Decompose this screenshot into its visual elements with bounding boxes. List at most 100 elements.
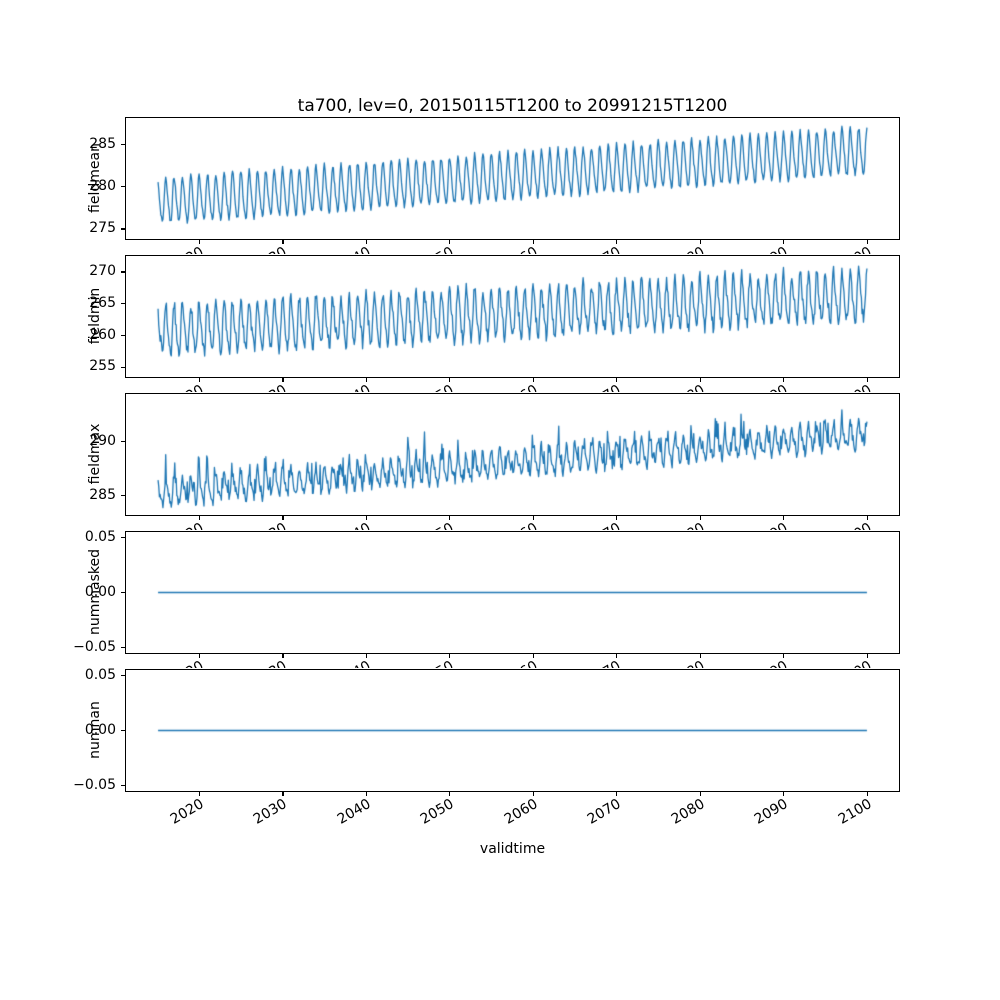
x-tick-mark: [616, 378, 618, 382]
x-tick-label: 2070: [585, 658, 624, 668]
y-tick-mark: [121, 366, 125, 369]
ytick-labels-numnan: −0.05 0.00 0.05: [0, 666, 116, 793]
y-tick-label: 0.05: [84, 666, 116, 683]
x-tick-label: 2090: [752, 658, 791, 668]
x-tick-label: 2090: [752, 244, 791, 254]
x-tick-label: 2060: [502, 382, 541, 392]
x-tick-label: 2070: [585, 520, 624, 530]
x-tick-label: 2060: [502, 658, 541, 668]
x-tick-mark: [365, 792, 367, 796]
x-tick-mark: [616, 240, 618, 244]
x-tick-mark: [532, 516, 534, 520]
y-tick-mark: [121, 144, 125, 146]
x-axis-label: validtime: [479, 841, 546, 857]
x-tick-mark: [449, 378, 451, 382]
x-tick-mark: [365, 516, 367, 520]
x-tick-mark: [699, 240, 701, 244]
y-tick-mark: [121, 335, 125, 337]
x-tick-label: 2050: [418, 658, 457, 668]
x-tick-label: 2100: [835, 382, 874, 392]
line-plot-fieldmin: [126, 256, 899, 377]
x-tick-mark: [866, 654, 868, 658]
x-tick-mark: [532, 654, 534, 658]
xtick-labels-clipped: 2020 2030 2040 2050 2060 2070 2080 2090 2100: [125, 517, 900, 530]
x-tick-label: 2020: [167, 796, 207, 828]
y-tick-mark: [121, 186, 125, 188]
x-tick-mark: [282, 792, 284, 796]
x-tick-mark: [282, 516, 284, 520]
x-tick-label: 2090: [752, 520, 791, 530]
x-tick-label: 2080: [668, 520, 707, 530]
x-tick-mark: [449, 792, 451, 796]
x-tick-label: 2060: [502, 520, 541, 530]
x-tick-mark: [699, 654, 701, 658]
chart-title: ta700, lev=0, 20150115T1200 to 20991215T…: [297, 96, 728, 116]
x-tick-label: 2020: [168, 520, 207, 530]
xtick-labels-full: 2020 2030 2040 2050 2060 2070 2080 2090 2100: [125, 793, 900, 838]
x-tick-mark: [616, 516, 618, 520]
y-tick-label: 0.00: [84, 583, 116, 600]
x-tick-mark: [282, 240, 284, 244]
x-tick-mark: [783, 516, 785, 520]
x-tick-mark: [198, 654, 201, 658]
xtick-labels-clipped: 2020 2030 2040 2050 2060 2070 2080 2090 2100: [125, 241, 900, 254]
x-tick-label: 2050: [418, 796, 457, 828]
x-tick-label: 2040: [335, 244, 374, 254]
x-tick-label: 2070: [585, 382, 624, 392]
line-plot-nummasked: [126, 532, 899, 653]
y-tick-mark: [121, 303, 125, 305]
x-tick-label: 2070: [584, 796, 624, 828]
x-tick-label: 2100: [835, 520, 874, 530]
ytick-labels-nummasked: −0.05 0.00 0.05: [0, 530, 116, 655]
x-tick-mark: [365, 378, 367, 382]
x-tick-mark: [532, 378, 534, 382]
y-tick-mark: [121, 494, 125, 497]
xtick-labels-clipped: 2020 2030 2040 2050 2060 2070 2080 2090 2100: [125, 379, 900, 392]
x-tick-label: 2050: [418, 520, 457, 530]
xtick-labels-clipped: 2020 2030 2040 2050 2060 2070 2080 2090 2100: [125, 655, 900, 668]
y-tick-mark: [121, 271, 125, 273]
x-tick-label: 2030: [251, 796, 290, 828]
x-tick-label: 2020: [168, 658, 207, 668]
x-tick-mark: [699, 792, 701, 796]
x-tick-label: 2020: [168, 382, 207, 392]
y-tick-label: 265: [89, 294, 116, 311]
axes-numnan: [121, 669, 900, 796]
y-tick-label: −0.05: [73, 776, 116, 793]
x-tick-label: 2080: [668, 658, 707, 668]
x-tick-mark: [282, 378, 284, 382]
x-tick-mark: [532, 240, 534, 244]
x-tick-mark: [783, 240, 785, 244]
x-tick-label: 2040: [335, 658, 374, 668]
x-tick-mark: [449, 240, 451, 244]
y-tick-label: 0.00: [84, 721, 116, 738]
x-tick-label: 2020: [168, 244, 207, 254]
y-tick-label: 260: [89, 326, 116, 343]
ytick-labels-fieldmin: 255 260 265 270: [0, 255, 116, 378]
x-tick-label: 2080: [668, 796, 708, 828]
x-tick-label: 2040: [335, 382, 374, 392]
x-tick-label: 2100: [835, 244, 874, 254]
y-tick-mark: [121, 440, 125, 443]
x-tick-label: 2030: [251, 520, 290, 530]
x-tick-mark: [783, 792, 785, 796]
y-tick-label: −0.05: [73, 638, 116, 655]
x-tick-label: 2090: [752, 382, 791, 392]
x-tick-label: 2100: [835, 658, 874, 668]
y-tick-label: 285: [89, 135, 116, 152]
x-tick-label: 2100: [835, 796, 875, 828]
y-tick-label: 255: [89, 358, 116, 375]
x-tick-label: 2030: [251, 658, 290, 668]
x-tick-label: 2030: [251, 382, 290, 392]
y-tick-mark: [121, 784, 125, 787]
x-tick-mark: [198, 378, 201, 382]
y-tick-mark: [121, 646, 125, 649]
x-tick-label: 2060: [501, 796, 541, 828]
y-tick-mark: [121, 729, 125, 732]
x-tick-label: 2090: [751, 796, 791, 828]
x-tick-mark: [783, 378, 785, 382]
x-tick-mark: [783, 654, 785, 658]
